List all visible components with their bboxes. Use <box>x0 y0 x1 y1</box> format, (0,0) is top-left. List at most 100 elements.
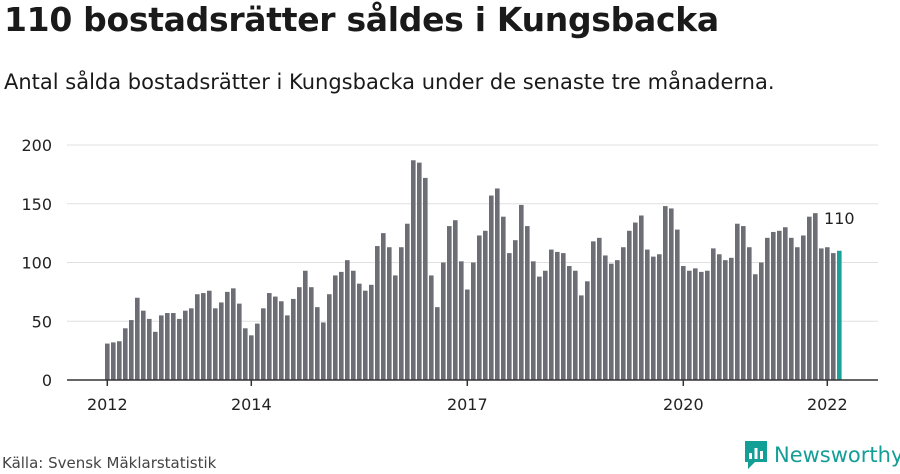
bar <box>501 216 506 380</box>
bar <box>153 331 158 380</box>
source-text: Källa: Svensk Mäklarstatistik <box>2 454 217 472</box>
bar <box>447 226 452 380</box>
bar <box>765 237 770 380</box>
bar <box>219 302 224 380</box>
bar <box>303 270 308 380</box>
bar <box>483 230 488 380</box>
bar <box>537 276 542 380</box>
bar <box>459 261 464 380</box>
bar <box>129 320 134 380</box>
y-tick-label: 200 <box>21 136 52 155</box>
bar <box>525 226 530 380</box>
bar <box>711 248 716 380</box>
bar <box>249 335 254 380</box>
bar <box>357 283 362 380</box>
bar <box>435 307 440 380</box>
y-tick-label: 50 <box>32 312 52 331</box>
bar <box>555 251 560 380</box>
bar <box>699 271 704 380</box>
bar <box>753 274 758 380</box>
bar <box>387 247 392 380</box>
bar <box>393 275 398 380</box>
x-tick-label: 2022 <box>807 395 848 414</box>
bar <box>801 235 806 380</box>
bar <box>291 298 296 380</box>
bar <box>687 270 692 380</box>
brand-logo[interactable]: Newsworthy <box>744 440 900 470</box>
bar <box>213 308 218 380</box>
bar <box>729 257 734 380</box>
bar <box>177 318 182 380</box>
bars <box>105 160 842 381</box>
bar <box>663 206 668 380</box>
bar <box>789 237 794 380</box>
bar <box>273 296 278 380</box>
bar <box>603 255 608 380</box>
bar <box>279 301 284 380</box>
bar-highlight <box>837 250 842 380</box>
bar <box>507 253 512 380</box>
brand-name: Newsworthy <box>774 443 900 467</box>
bar <box>681 266 686 380</box>
bar <box>651 256 656 381</box>
bar <box>375 246 380 380</box>
bar <box>297 287 302 380</box>
bar <box>627 230 632 380</box>
bar <box>399 247 404 380</box>
y-tick-label: 150 <box>21 195 52 214</box>
bar <box>657 254 662 380</box>
x-tick-label: 2017 <box>447 395 488 414</box>
bar <box>255 323 260 380</box>
bar <box>165 313 170 380</box>
x-tick-label: 2014 <box>231 395 272 414</box>
bar <box>609 263 614 380</box>
newsworthy-logo-icon <box>745 441 767 469</box>
bar <box>813 213 818 380</box>
bar <box>267 293 272 380</box>
bar <box>549 249 554 380</box>
bar <box>159 315 164 381</box>
bar <box>195 294 200 380</box>
bar <box>519 204 524 380</box>
bar <box>705 270 710 380</box>
bar <box>207 290 212 380</box>
bar <box>363 290 368 380</box>
bar <box>573 270 578 380</box>
bar <box>441 262 446 380</box>
bar <box>495 188 500 380</box>
bar <box>111 342 116 380</box>
bar <box>531 261 536 380</box>
bar <box>171 313 176 380</box>
bar <box>405 223 410 380</box>
bar <box>237 303 242 381</box>
bar <box>147 318 152 380</box>
chart-title: 110 bostadsrätter såldes i Kungsbacka <box>4 0 719 39</box>
bar <box>777 230 782 380</box>
bar <box>795 247 800 380</box>
bar <box>183 310 188 380</box>
bar <box>327 294 332 380</box>
bar-chart: 0 50 100 150 200 2012 2014 2017 2020 2022 110 <box>21 136 878 414</box>
bar <box>351 270 356 380</box>
bar <box>579 295 584 380</box>
bar <box>489 195 494 380</box>
bar <box>339 271 344 380</box>
bar <box>369 284 374 380</box>
bar <box>735 223 740 380</box>
bar <box>771 231 776 380</box>
bar <box>561 253 566 380</box>
bar <box>429 275 434 380</box>
bar <box>717 254 722 380</box>
bar <box>417 162 422 381</box>
bar <box>477 235 482 380</box>
bar <box>225 291 230 381</box>
bar <box>669 208 674 380</box>
bar <box>411 160 416 380</box>
bar <box>333 275 338 380</box>
y-tick-label: 100 <box>21 254 52 273</box>
bar <box>201 293 206 380</box>
bar <box>825 247 830 380</box>
bar <box>567 266 572 380</box>
bar <box>309 287 314 380</box>
bar <box>741 226 746 380</box>
